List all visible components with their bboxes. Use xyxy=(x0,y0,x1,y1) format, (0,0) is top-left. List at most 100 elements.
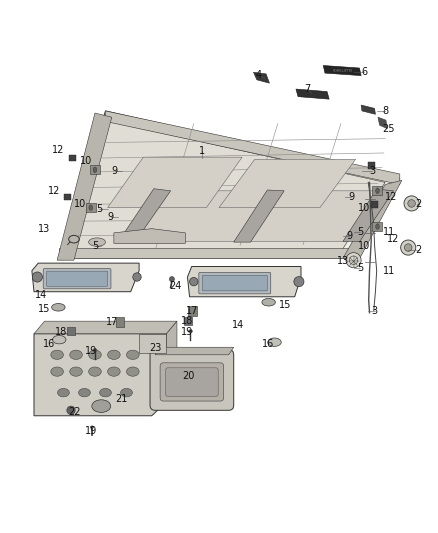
Ellipse shape xyxy=(51,350,64,359)
Ellipse shape xyxy=(51,367,64,376)
Circle shape xyxy=(190,278,198,286)
Ellipse shape xyxy=(349,257,358,266)
Ellipse shape xyxy=(93,349,97,352)
FancyBboxPatch shape xyxy=(46,271,108,286)
Circle shape xyxy=(32,272,42,282)
Bar xyxy=(368,162,374,169)
FancyBboxPatch shape xyxy=(43,269,111,289)
Ellipse shape xyxy=(52,303,65,311)
Ellipse shape xyxy=(93,167,97,173)
Text: 7: 7 xyxy=(304,84,311,94)
Text: 9: 9 xyxy=(107,212,113,222)
Ellipse shape xyxy=(376,188,379,193)
Text: 10: 10 xyxy=(81,156,93,166)
Text: 25: 25 xyxy=(382,124,395,134)
Ellipse shape xyxy=(262,298,276,306)
Text: 16: 16 xyxy=(262,339,274,349)
Text: 12: 12 xyxy=(52,146,64,156)
Bar xyxy=(188,306,197,316)
Text: 18: 18 xyxy=(181,316,193,326)
Text: 24: 24 xyxy=(170,281,182,291)
Ellipse shape xyxy=(88,367,101,376)
Bar xyxy=(69,155,76,161)
Text: 15: 15 xyxy=(279,300,291,310)
Text: 12: 12 xyxy=(48,186,60,196)
Polygon shape xyxy=(187,266,301,297)
Polygon shape xyxy=(32,263,139,292)
Ellipse shape xyxy=(57,389,69,397)
Polygon shape xyxy=(114,229,185,244)
Text: 4: 4 xyxy=(256,70,262,80)
Text: FORKLIFTM: FORKLIFTM xyxy=(332,69,352,72)
Text: 6: 6 xyxy=(361,67,367,77)
Polygon shape xyxy=(372,186,382,196)
Ellipse shape xyxy=(90,426,94,429)
Text: 17: 17 xyxy=(106,317,118,327)
Text: 9: 9 xyxy=(112,166,118,176)
Polygon shape xyxy=(234,190,284,242)
Polygon shape xyxy=(343,180,402,258)
Text: 11: 11 xyxy=(383,227,396,237)
Text: 1: 1 xyxy=(199,146,205,156)
Polygon shape xyxy=(34,321,177,334)
Text: 22: 22 xyxy=(68,407,81,417)
Polygon shape xyxy=(254,72,269,83)
Bar xyxy=(116,317,124,327)
Polygon shape xyxy=(34,334,166,416)
Circle shape xyxy=(404,196,419,211)
Polygon shape xyxy=(323,66,361,76)
Bar xyxy=(371,201,378,208)
Polygon shape xyxy=(108,157,242,208)
Ellipse shape xyxy=(108,350,120,359)
Circle shape xyxy=(294,277,304,287)
Text: 13: 13 xyxy=(38,224,50,233)
Polygon shape xyxy=(166,321,177,403)
Text: 10: 10 xyxy=(358,203,370,213)
Ellipse shape xyxy=(92,400,111,413)
Polygon shape xyxy=(131,191,269,241)
Ellipse shape xyxy=(88,238,106,246)
FancyBboxPatch shape xyxy=(199,272,271,294)
Polygon shape xyxy=(343,189,393,241)
Text: 5: 5 xyxy=(92,241,98,252)
Polygon shape xyxy=(139,334,166,353)
Text: 12: 12 xyxy=(385,192,398,202)
Text: 2: 2 xyxy=(416,199,422,209)
Circle shape xyxy=(346,253,361,268)
Text: 3: 3 xyxy=(371,305,378,316)
Ellipse shape xyxy=(268,338,281,346)
Text: 19: 19 xyxy=(85,426,97,436)
Text: 2: 2 xyxy=(416,245,422,255)
Circle shape xyxy=(170,277,174,281)
Circle shape xyxy=(404,244,412,252)
Polygon shape xyxy=(74,122,385,252)
Polygon shape xyxy=(118,189,171,242)
Ellipse shape xyxy=(127,350,139,359)
Text: 5: 5 xyxy=(357,263,363,273)
Text: 19: 19 xyxy=(181,327,194,337)
Ellipse shape xyxy=(89,205,92,211)
Circle shape xyxy=(67,406,75,415)
Polygon shape xyxy=(90,165,100,174)
Text: 15: 15 xyxy=(38,304,50,313)
Polygon shape xyxy=(155,347,234,355)
Circle shape xyxy=(133,273,141,281)
FancyBboxPatch shape xyxy=(202,276,267,291)
Text: 18: 18 xyxy=(55,327,67,337)
Ellipse shape xyxy=(53,335,66,344)
Text: 5: 5 xyxy=(357,227,363,237)
Text: 21: 21 xyxy=(115,394,127,404)
Text: 19: 19 xyxy=(85,346,97,357)
Polygon shape xyxy=(57,113,112,260)
Polygon shape xyxy=(59,247,353,258)
Circle shape xyxy=(401,240,416,255)
Text: 5: 5 xyxy=(96,204,102,214)
Ellipse shape xyxy=(127,367,139,376)
Ellipse shape xyxy=(99,389,111,397)
Text: 10: 10 xyxy=(358,241,370,252)
Bar xyxy=(67,327,75,335)
Text: 14: 14 xyxy=(35,290,47,300)
Text: 3: 3 xyxy=(369,166,375,176)
Text: 17: 17 xyxy=(185,306,198,316)
Polygon shape xyxy=(248,191,381,241)
